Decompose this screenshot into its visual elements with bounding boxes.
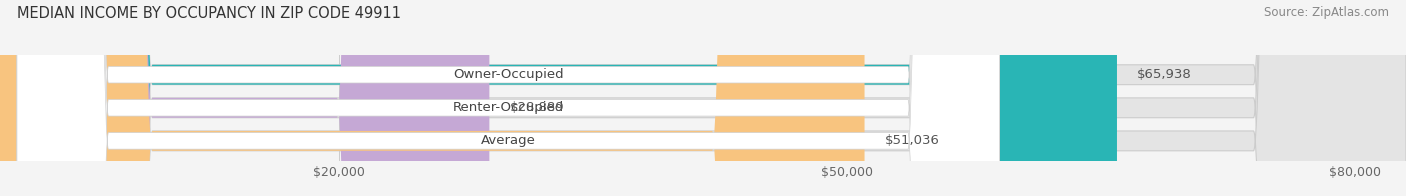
FancyBboxPatch shape (0, 0, 489, 196)
Text: Owner-Occupied: Owner-Occupied (453, 68, 564, 81)
FancyBboxPatch shape (0, 0, 865, 196)
Text: Average: Average (481, 134, 536, 147)
Text: $65,938: $65,938 (1137, 68, 1192, 81)
FancyBboxPatch shape (0, 0, 1116, 196)
FancyBboxPatch shape (17, 0, 1000, 196)
Text: Source: ZipAtlas.com: Source: ZipAtlas.com (1264, 6, 1389, 19)
Text: $51,036: $51,036 (884, 134, 939, 147)
FancyBboxPatch shape (17, 0, 1000, 196)
Text: $28,889: $28,889 (510, 101, 564, 114)
FancyBboxPatch shape (17, 0, 1000, 196)
Text: Renter-Occupied: Renter-Occupied (453, 101, 564, 114)
Text: MEDIAN INCOME BY OCCUPANCY IN ZIP CODE 49911: MEDIAN INCOME BY OCCUPANCY IN ZIP CODE 4… (17, 6, 401, 21)
